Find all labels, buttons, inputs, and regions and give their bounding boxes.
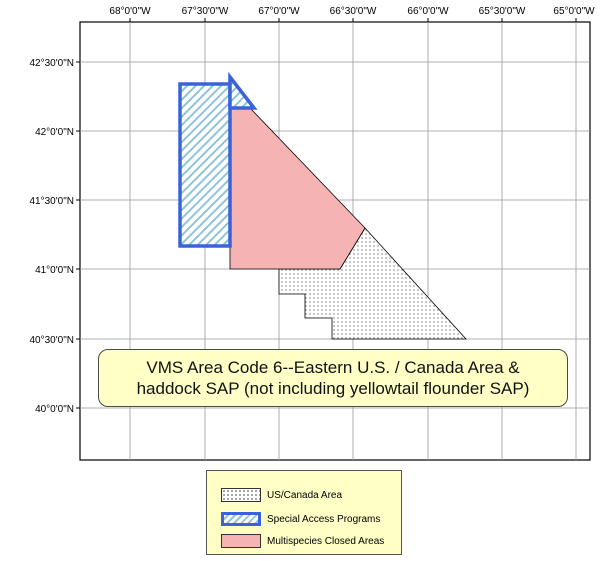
legend-item-us-canada: US/Canada Area bbox=[221, 487, 342, 503]
special-access-program-area bbox=[178, 82, 232, 248]
legend-item-closed-areas: Multispecies Closed Areas bbox=[221, 533, 384, 549]
legend-label: Multispecies Closed Areas bbox=[267, 535, 385, 547]
lat-label: 42°30'0"N bbox=[30, 58, 75, 69]
map-legend: US/Canada Area Special Access Programs M… bbox=[206, 470, 402, 555]
lon-label: 66°0'0"W bbox=[407, 6, 449, 17]
stipple-swatch-icon bbox=[221, 488, 261, 502]
special-access-program-triangle bbox=[228, 71, 258, 110]
caption-line-1: VMS Area Code 6--Eastern U.S. / Canada A… bbox=[146, 358, 520, 377]
lon-label: 65°30'0"W bbox=[479, 6, 526, 17]
hatch-swatch-icon bbox=[221, 512, 261, 526]
axis-ticks bbox=[76, 18, 577, 409]
us-canada-area bbox=[278, 227, 467, 340]
lat-label: 41°30'0"N bbox=[30, 196, 75, 207]
map-caption: VMS Area Code 6--Eastern U.S. / Canada A… bbox=[98, 349, 568, 407]
caption-line-2: haddock SAP (not including yellowtail fl… bbox=[136, 379, 530, 398]
lon-label: 65°0'0"W bbox=[553, 6, 595, 17]
lat-label: 41°0'0"N bbox=[35, 265, 74, 276]
lat-label: 42°0'0"N bbox=[35, 127, 74, 138]
lon-label: 68°0'0"W bbox=[109, 6, 151, 17]
legend-item-special-access: Special Access Programs bbox=[221, 511, 380, 527]
pink-swatch-icon bbox=[221, 534, 261, 548]
lat-label: 40°30'0"N bbox=[30, 335, 75, 346]
lat-label: 40°0'0"N bbox=[35, 404, 74, 415]
legend-label: US/Canada Area bbox=[267, 489, 343, 501]
lon-label: 66°30'0"W bbox=[330, 6, 377, 17]
legend-label: Special Access Programs bbox=[267, 513, 381, 525]
lon-label: 67°0'0"W bbox=[258, 6, 300, 17]
lon-label: 67°30'0"W bbox=[182, 6, 229, 17]
